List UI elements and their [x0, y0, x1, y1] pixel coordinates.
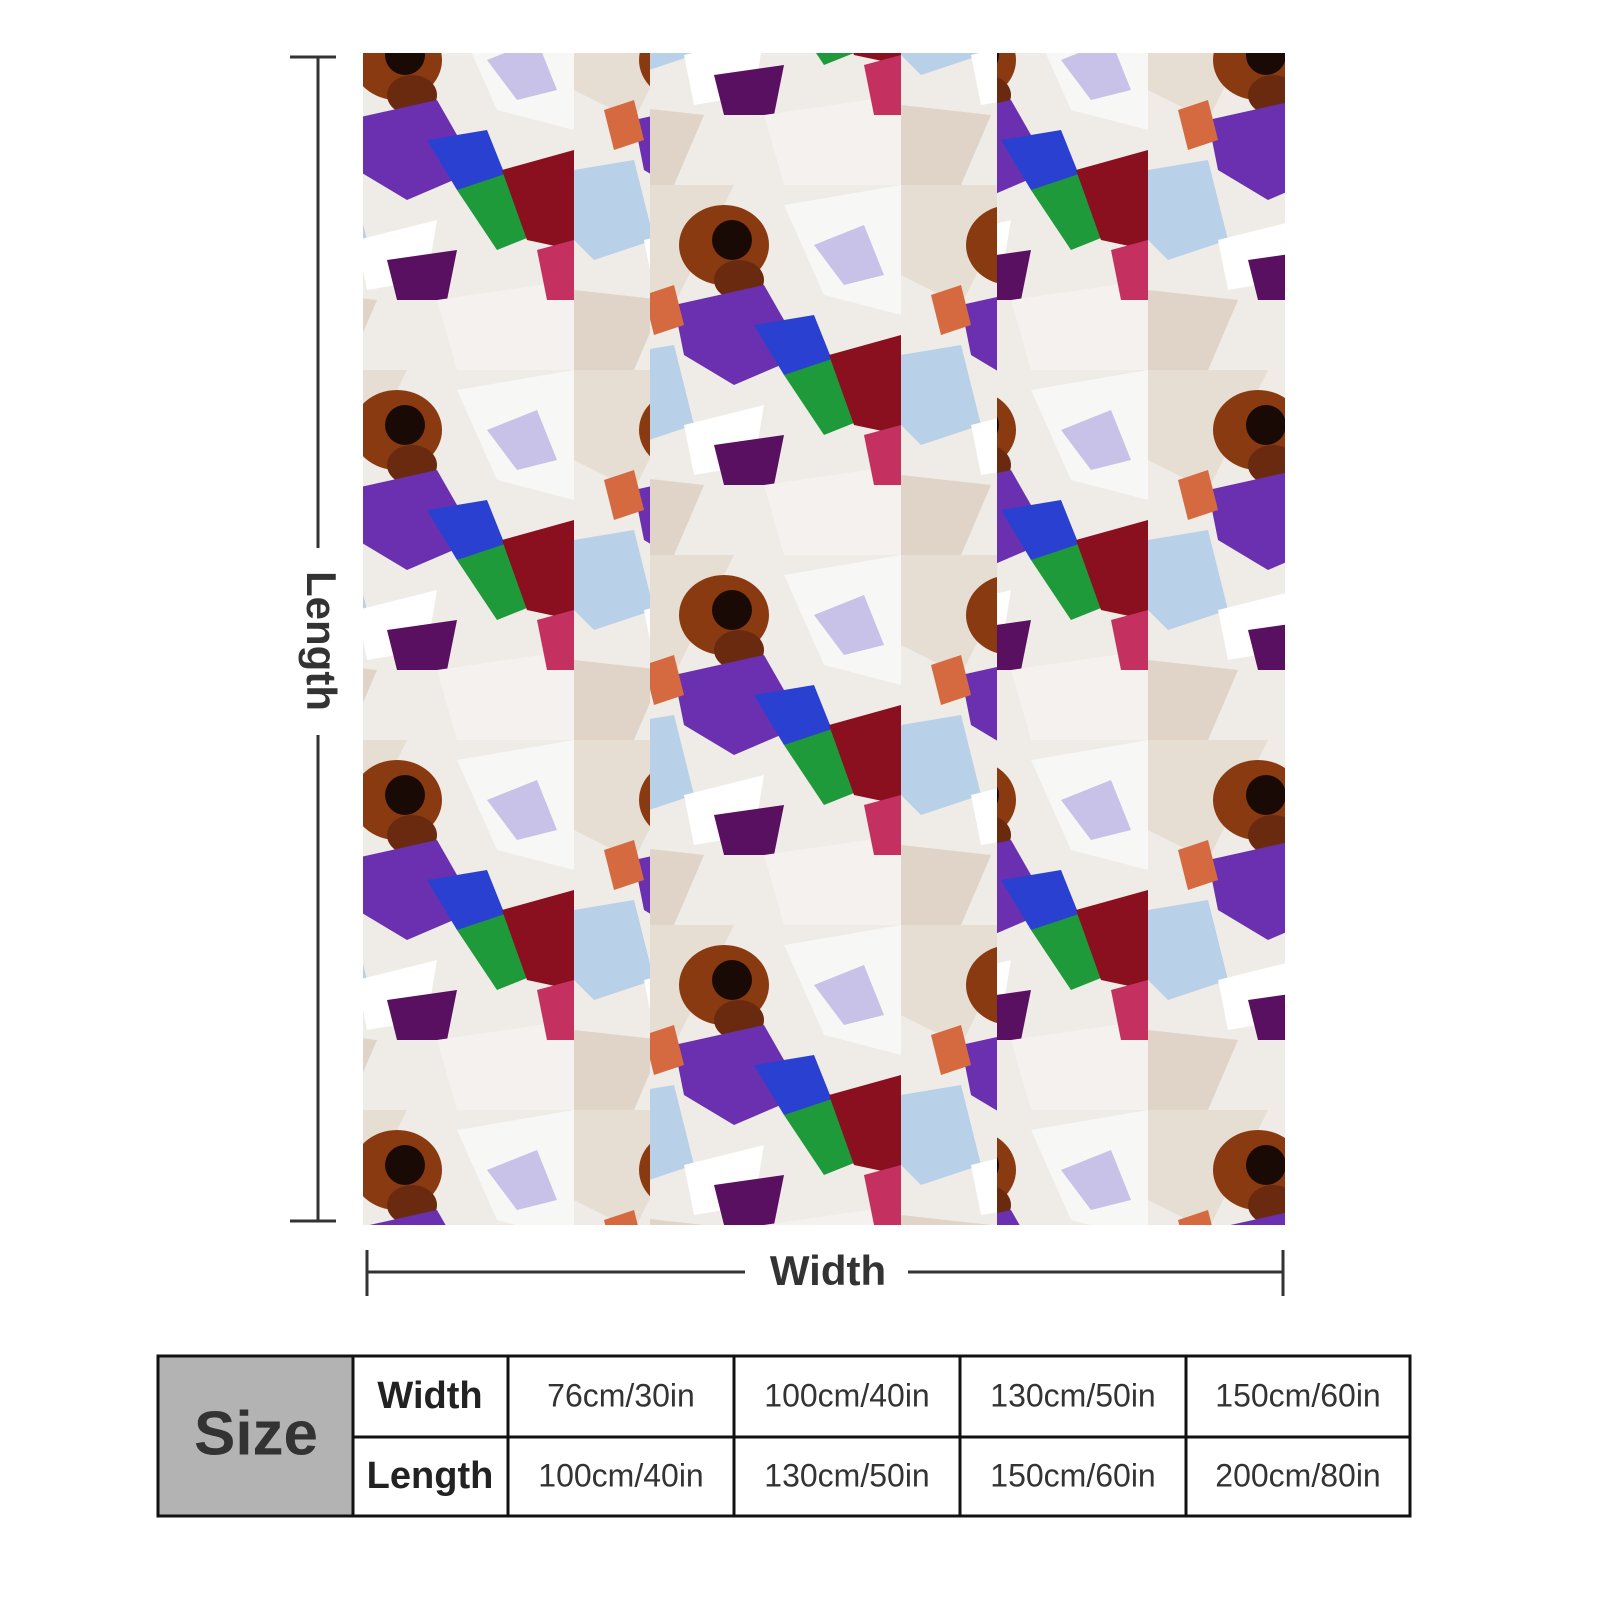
size-header-cell [158, 1356, 353, 1516]
length-indicator [290, 55, 336, 1223]
blanket-panel [650, 53, 997, 1225]
size-cell: 130cm/50in [990, 1377, 1155, 1413]
size-table: Size Width 76cm/30in 100cm/40in 130cm/50in 1… [156, 1354, 1412, 1518]
size-cell: 76cm/30in [547, 1377, 695, 1413]
blanket-panel [363, 53, 650, 1225]
length-label: Length [298, 571, 345, 711]
size-cell: 100cm/40in [764, 1377, 929, 1413]
size-cell: 100cm/40in [538, 1457, 703, 1493]
size-cell: 200cm/80in [1215, 1457, 1380, 1493]
size-header: Size [194, 1399, 318, 1468]
size-cell: 130cm/50in [764, 1457, 929, 1493]
blanket [363, 53, 1285, 1225]
row-header: Width [377, 1375, 482, 1417]
blanket-panel [997, 53, 1285, 1225]
row-header: Length [367, 1455, 494, 1497]
width-label: Width [770, 1247, 886, 1294]
size-cell: 150cm/60in [990, 1457, 1155, 1493]
width-indicator [365, 1250, 1285, 1296]
size-cell: 150cm/60in [1215, 1377, 1380, 1413]
